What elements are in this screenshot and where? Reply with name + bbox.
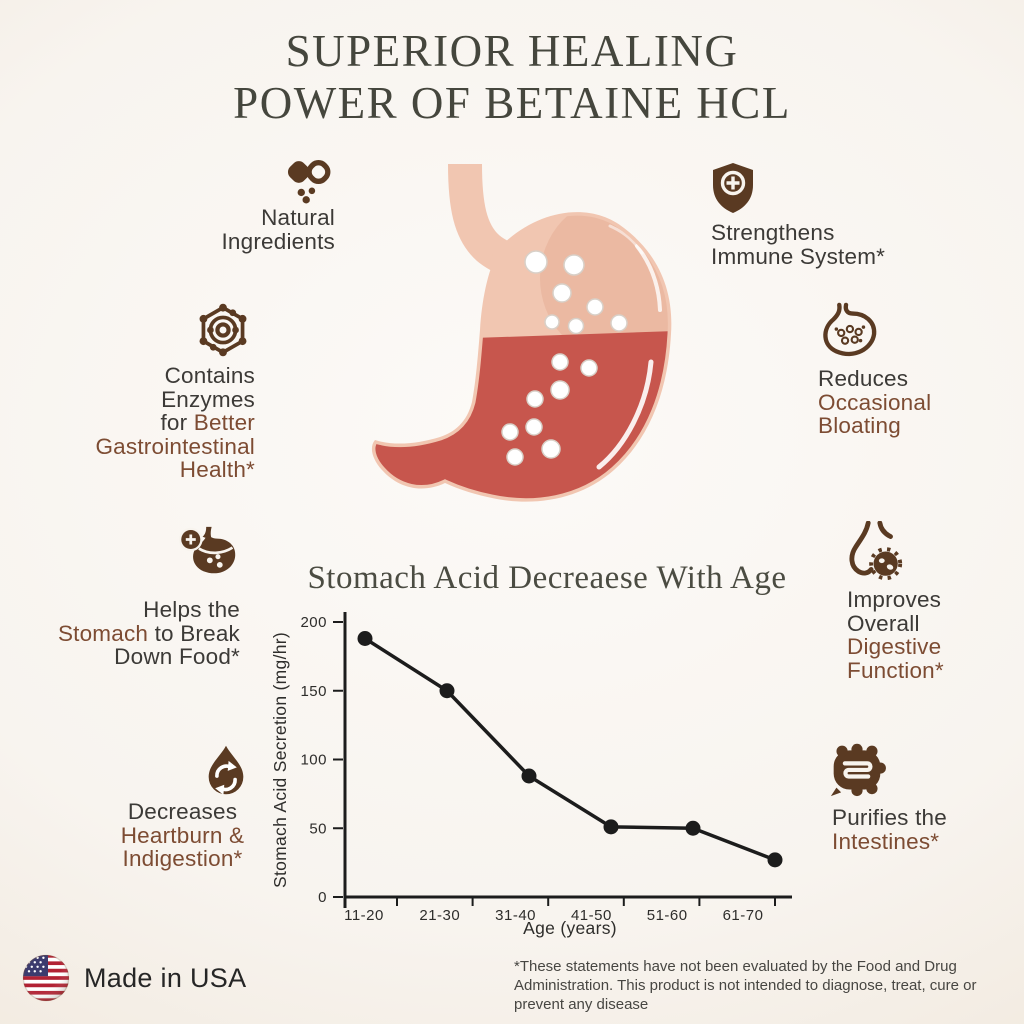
stomach-acid-chart: 0 50 100 150 200 11-20 21-30 31-40 41-50 51-60 61-… [270,600,810,950]
y-tick-label: 100 [300,752,327,769]
intestines-icon [827,741,887,802]
callout-line: Intestines* [832,828,940,854]
refresh-drop-icon [208,745,244,795]
callout-line: Improves [847,587,942,612]
usa-flag-icon [22,954,70,1007]
callout-line: Gastrointestinal [95,433,255,459]
digestive-tract-icon [845,520,905,590]
callout-line: Heartburn & [120,822,245,848]
fda-disclaimer: *These statements have not been evaluate… [514,958,977,1013]
chart-point [521,768,537,784]
y-tick-label: 50 [309,820,327,837]
chart-title: Stomach Acid Decreaese With Age [307,560,787,596]
stomach-plus-icon [179,526,236,574]
intestines-icon [830,743,886,797]
callout-line: Purifies the [832,805,947,830]
usa-flag-icon [22,954,70,1002]
callout-contains-enzymes: Contains Enzymes for Better Gastrointestina… [50,364,255,482]
chart-point [357,631,373,646]
callout-line: Natural [261,205,335,230]
callout-line: Contains [164,363,255,388]
callout-line: Enzymes [161,386,255,412]
callout-line: Stomach to Break [57,620,240,646]
page-title-line2: POWER OF BETAINE HCL [233,77,791,128]
page-title-line1: SUPERIOR HEALING [285,26,739,76]
stomach-bubbles-icon [823,302,877,357]
callout-line: Strengthens [711,220,835,245]
acid-bubbles [501,250,628,466]
callout-line: Function* [847,657,944,683]
callout-line: Helps the [143,597,240,622]
refresh-drop-icon [203,744,249,801]
chart-point [767,852,783,868]
stomach-acid-chart: 0 50 100 150 200 11-20 21-30 31-40 41-50 51-60 61-… [270,612,792,938]
callout-line: Decreases [127,799,238,824]
callout-line: Digestive [847,634,942,659]
chart-point [603,819,619,835]
made-in-usa-label: Made in USA [84,963,247,993]
x-axis-label: Age (years) [523,918,617,938]
callout-reduces-bloating: Reduces Occasional Bloating [818,367,998,438]
callout-purifies-intestines: Purifies the Intestines* [832,806,1022,853]
callout-line: Health* [179,457,255,482]
shield-plus-icon [710,162,756,219]
callout-line: Occasional [818,389,932,415]
callout-line: Overall [847,610,920,636]
callout-line: Reduces [818,366,909,391]
shield-plus-icon [713,163,753,213]
stomach-illustration [342,150,729,543]
chart-line [364,637,776,862]
callout-line: for Better [160,410,255,435]
x-tick-label: 31-40 [495,907,536,924]
callout-helps-stomach: Helps the Stomach to Break Down Food* [28,598,240,669]
x-tick-label: 21-30 [419,907,460,924]
callout-line: Indigestion* [122,846,243,871]
callout-line: Down Food* [114,644,240,669]
stomach-plus-icon [179,524,237,589]
y-tick-label: 150 [300,683,327,700]
pills-icon [287,160,331,204]
pills-icon [280,156,334,211]
stomach-bubbles-icon [815,301,879,366]
chart-point [439,683,455,699]
page-title: SUPERIOR HEALING POWER OF BETAINE HCL [0,26,1024,130]
callout-line: Immune System* [711,243,886,269]
x-tick-label: 11-20 [344,907,384,924]
enzyme-icon [199,303,247,357]
digestive-tract-icon [849,520,903,581]
callout-line: Bloating [818,413,901,438]
y-axis-label: Stomach Acid Secretion (mg/hr) [270,632,290,888]
y-tick-label: 200 [300,614,327,631]
x-tick-label: 61-70 [723,907,764,924]
callout-decreases-heartburn: Decreases Heartburn & Indigestion* [55,800,310,871]
x-tick-label: 41-50 [571,907,612,924]
callout-improves-digestive: Improves Overall Digestive Function* [847,588,1017,682]
callout-strengthens-immune: Strengthens Immune System* [711,221,951,268]
x-tick-label: 51-60 [647,907,688,924]
callout-line: Ingredients [221,228,335,254]
callout-natural-ingredients: Natural Ingredients [190,206,335,253]
enzyme-icon [196,302,250,363]
stomach-illustration [342,150,729,543]
chart-point [685,820,701,836]
y-tick-label: 0 [318,889,327,906]
